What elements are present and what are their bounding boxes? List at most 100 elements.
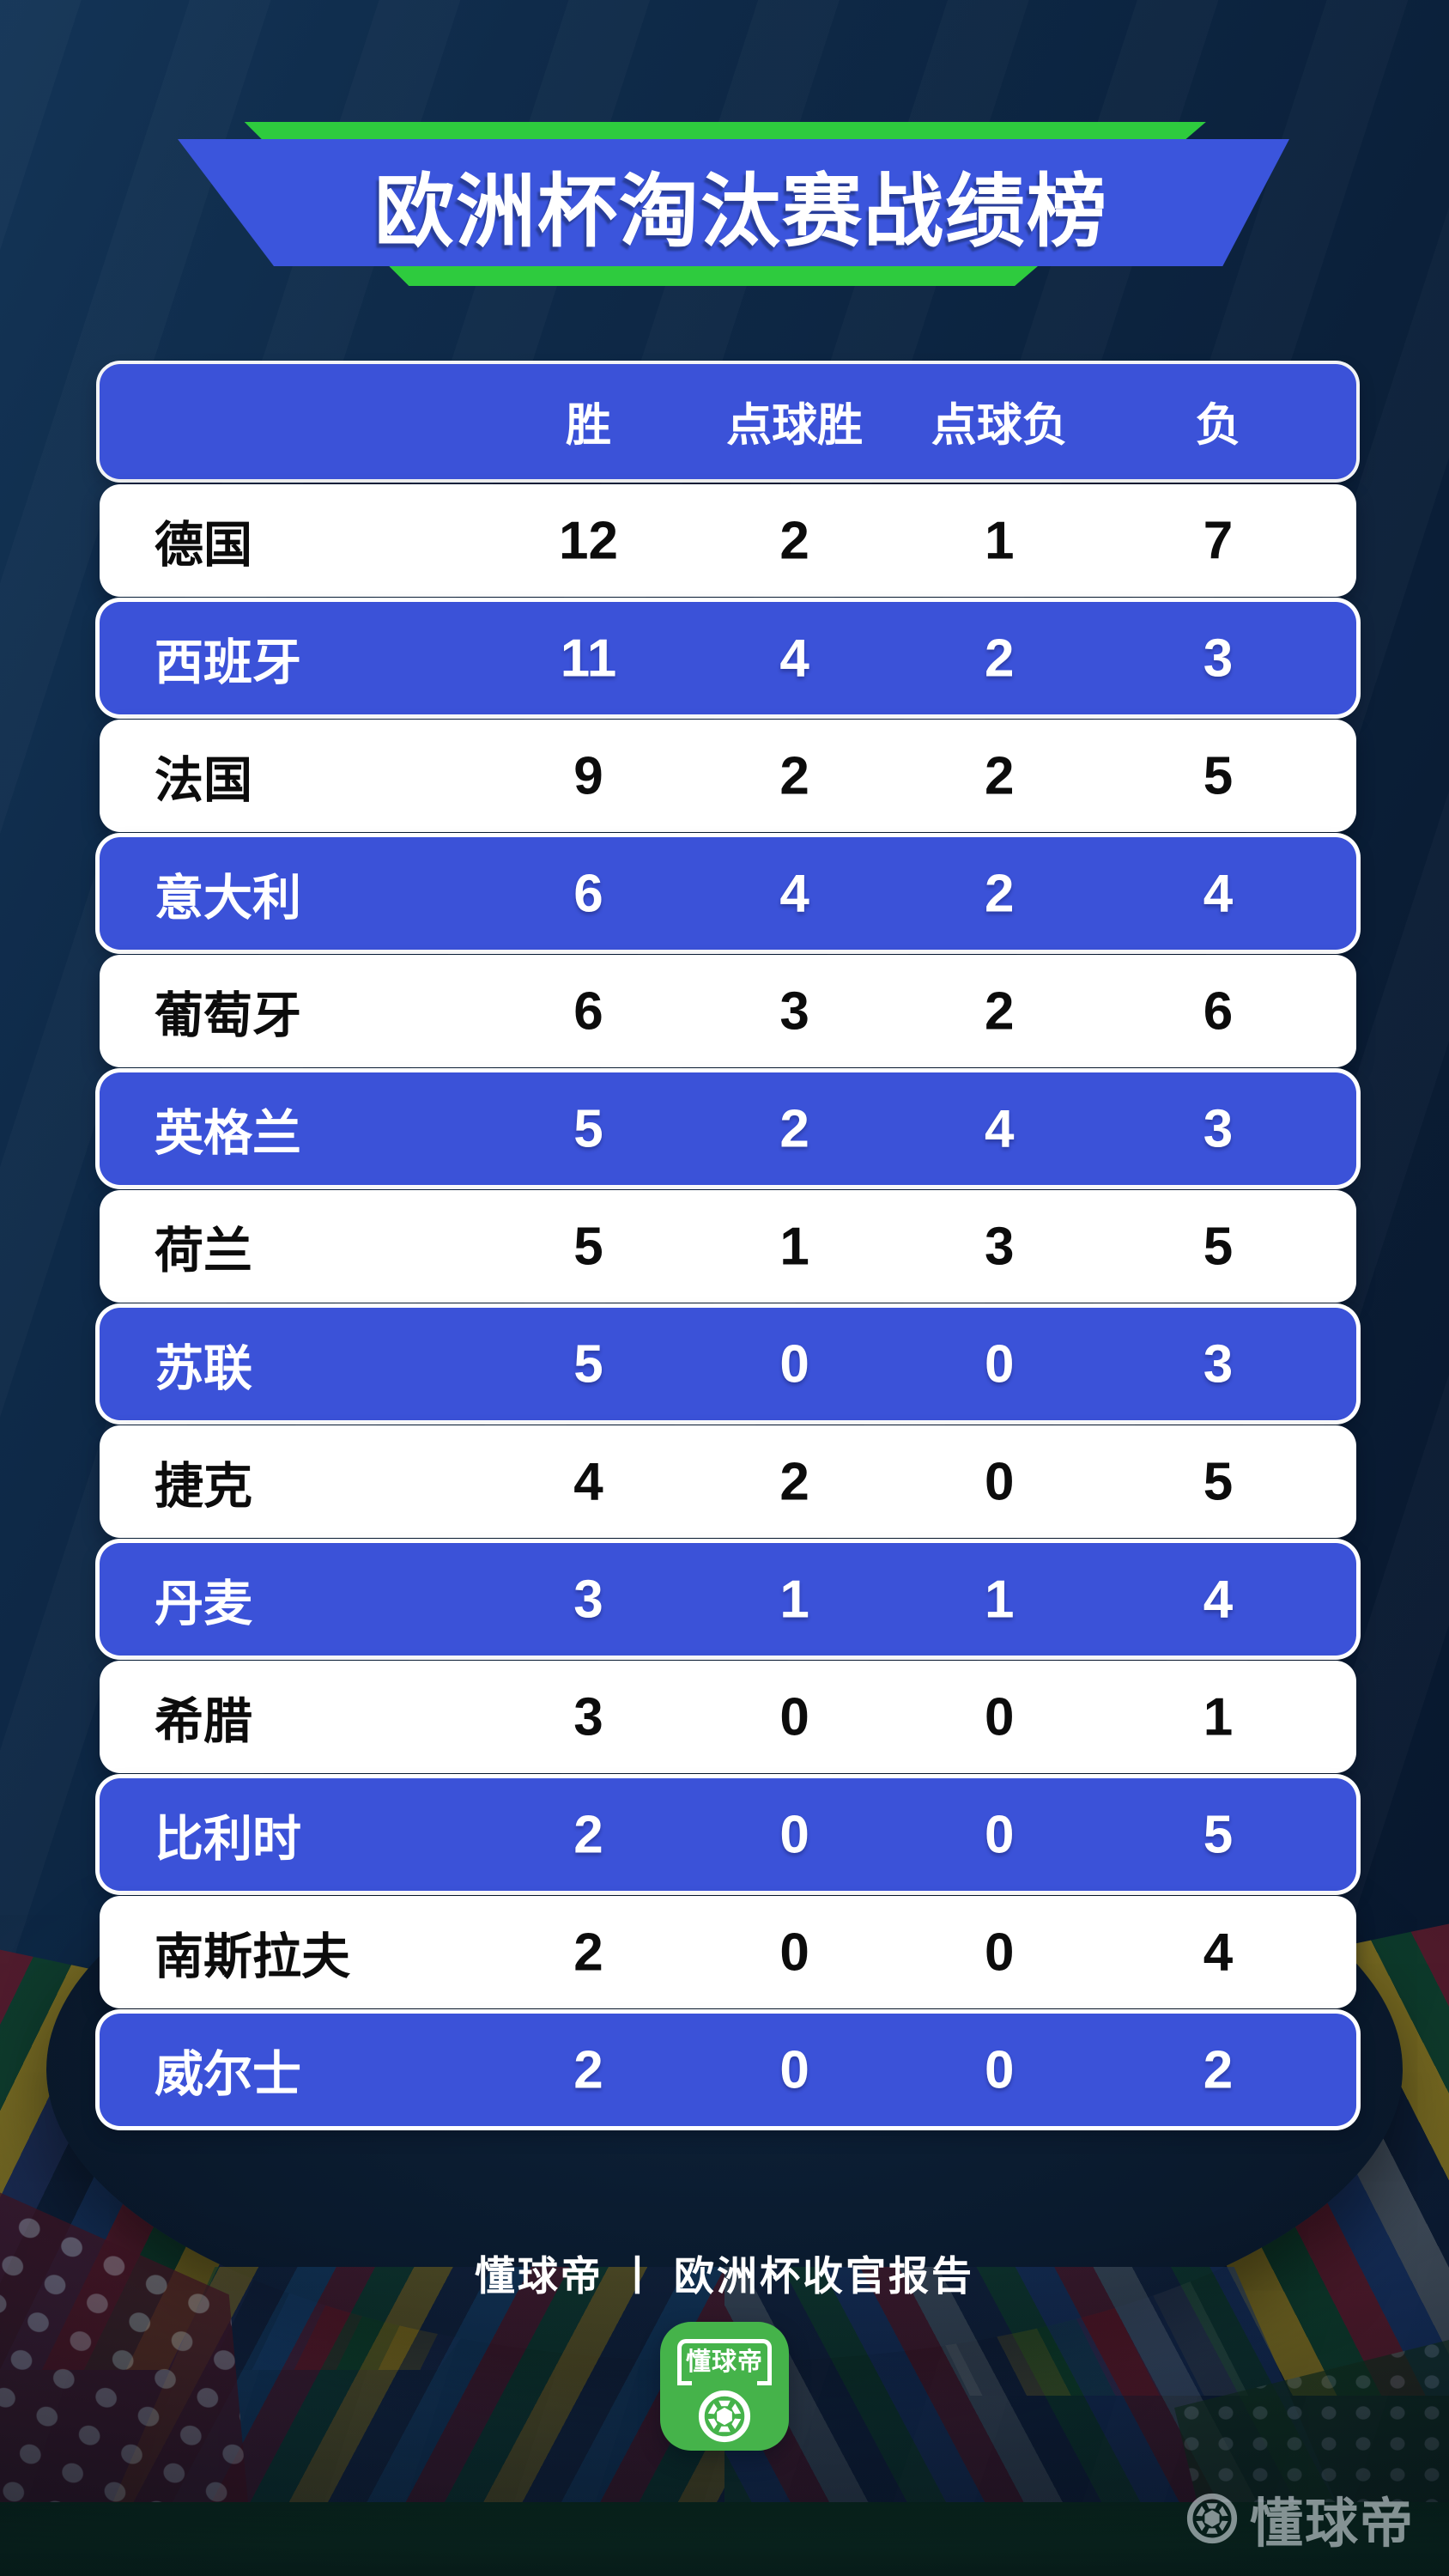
penalty-losses-value: 3 (984, 1217, 1015, 1276)
wins-value: 11 (560, 629, 617, 688)
losses-value: 3 (1203, 1334, 1234, 1394)
penalty-wins-value: 2 (779, 1099, 809, 1158)
column-header-losses: 负 (1195, 400, 1241, 451)
team-name: 希腊 (155, 1693, 252, 1749)
record-table: 胜 点球胜 点球负 负 德国 12 2 1 7 西班牙 11 4 2 3 法国 … (100, 364, 1356, 2126)
penalty-wins-value: 0 (779, 1334, 809, 1394)
penalty-losses-value: 0 (984, 1805, 1015, 1864)
table-row: 德国 12 2 1 7 (100, 484, 1356, 597)
watermark-text: 懂球帝 (1249, 2494, 1415, 2554)
footer-caption: 懂球帝 丨 欧洲杯收官报告 (474, 2253, 975, 2299)
losses-value: 5 (1203, 1217, 1234, 1276)
penalty-losses-value: 2 (984, 864, 1015, 923)
table-row: 比利时 2 0 0 5 (100, 1778, 1356, 1891)
team-name: 威尔士 (155, 2046, 301, 2102)
wins-value: 5 (573, 1334, 603, 1394)
penalty-wins-value: 2 (779, 746, 809, 805)
penalty-wins-value: 4 (779, 864, 809, 923)
wins-value: 2 (573, 2040, 603, 2099)
wins-value: 6 (573, 864, 603, 923)
losses-value: 4 (1203, 1923, 1234, 1982)
penalty-losses-value: 1 (984, 1570, 1015, 1629)
column-header-wins: 胜 (565, 400, 611, 451)
losses-value: 2 (1203, 2040, 1234, 2099)
table-row: 意大利 6 4 2 4 (100, 837, 1356, 950)
penalty-wins-value: 1 (779, 1217, 809, 1276)
losses-value: 5 (1203, 1452, 1234, 1511)
table-row: 西班牙 11 4 2 3 (100, 602, 1356, 714)
penalty-wins-value: 2 (779, 1452, 809, 1511)
column-header-penalty-wins: 点球胜 (726, 400, 864, 451)
wins-value: 5 (573, 1217, 603, 1276)
team-name: 意大利 (155, 870, 301, 926)
penalty-losses-value: 2 (984, 981, 1015, 1041)
team-name: 捷克 (155, 1458, 252, 1514)
losses-value: 1 (1203, 1687, 1234, 1747)
penalty-wins-value: 1 (779, 1570, 809, 1629)
team-name: 法国 (155, 752, 252, 808)
logo-text: 懂球帝 (685, 2348, 763, 2376)
wins-value: 9 (573, 746, 603, 805)
table-header-row: 胜 点球胜 点球负 负 (100, 364, 1356, 479)
team-name: 葡萄牙 (155, 987, 301, 1043)
banner-blue-layer (178, 139, 1289, 266)
wins-value: 3 (573, 1687, 603, 1747)
penalty-losses-value: 0 (984, 2040, 1015, 2099)
table-row: 捷克 4 2 0 5 (100, 1425, 1356, 1538)
penalty-wins-value: 2 (779, 511, 809, 570)
table-row: 英格兰 5 2 4 3 (100, 1072, 1356, 1185)
table-row: 荷兰 5 1 3 5 (100, 1190, 1356, 1303)
losses-value: 4 (1203, 864, 1234, 923)
team-name: 英格兰 (155, 1105, 301, 1161)
penalty-wins-value: 0 (779, 1687, 809, 1747)
table-row: 南斯拉夫 2 0 0 4 (100, 1896, 1356, 2008)
losses-value: 4 (1203, 1570, 1234, 1629)
table-row: 苏联 5 0 0 3 (100, 1308, 1356, 1420)
team-name: 南斯拉夫 (155, 1929, 350, 1984)
team-name: 西班牙 (155, 635, 301, 690)
penalty-losses-value: 0 (984, 1452, 1015, 1511)
penalty-wins-value: 4 (779, 629, 809, 688)
losses-value: 6 (1203, 981, 1234, 1041)
table-row: 丹麦 3 1 1 4 (100, 1543, 1356, 1656)
penalty-losses-value: 1 (984, 511, 1015, 570)
penalty-wins-value: 0 (779, 1805, 809, 1864)
team-name: 荷兰 (155, 1223, 252, 1279)
penalty-losses-value: 0 (984, 1334, 1015, 1394)
penalty-losses-value: 4 (984, 1099, 1015, 1158)
wins-value: 2 (573, 1923, 603, 1982)
penalty-losses-value: 0 (984, 1923, 1015, 1982)
table-row: 威尔士 2 0 0 2 (100, 2014, 1356, 2126)
page-title: 欧洲杯淘汰赛战绩榜 (374, 167, 1109, 256)
table-row: 葡萄牙 6 3 2 6 (100, 955, 1356, 1067)
penalty-losses-value: 2 (984, 746, 1015, 805)
losses-value: 7 (1203, 511, 1234, 570)
wins-value: 2 (573, 1805, 603, 1864)
team-name: 丹麦 (155, 1576, 252, 1631)
losses-value: 3 (1203, 1099, 1234, 1158)
title-banner: 欧洲杯淘汰赛战绩榜 (178, 122, 1289, 286)
team-name: 德国 (155, 517, 252, 573)
wins-value: 3 (573, 1570, 603, 1629)
penalty-losses-value: 2 (984, 629, 1015, 688)
logo-bracket-frame: 懂球帝 (677, 2339, 772, 2385)
penalty-losses-value: 0 (984, 1687, 1015, 1747)
wins-value: 6 (573, 981, 603, 1041)
losses-value: 3 (1203, 629, 1234, 688)
football-icon (698, 2390, 751, 2443)
wins-value: 5 (573, 1099, 603, 1158)
football-icon (1186, 2493, 1238, 2544)
column-header-penalty-losses: 点球负 (931, 400, 1068, 451)
team-name: 苏联 (155, 1340, 252, 1396)
wins-value: 4 (573, 1452, 603, 1511)
penalty-wins-value: 0 (779, 2040, 809, 2099)
team-name: 比利时 (155, 1811, 301, 1867)
table-row: 希腊 3 0 0 1 (100, 1661, 1356, 1773)
penalty-wins-value: 0 (779, 1923, 809, 1982)
losses-value: 5 (1203, 1805, 1234, 1864)
wins-value: 12 (559, 511, 618, 570)
watermark: 懂球帝 (1186, 2480, 1415, 2557)
dongqiudi-app-logo: 懂球帝 (660, 2322, 789, 2451)
penalty-wins-value: 3 (779, 981, 809, 1041)
